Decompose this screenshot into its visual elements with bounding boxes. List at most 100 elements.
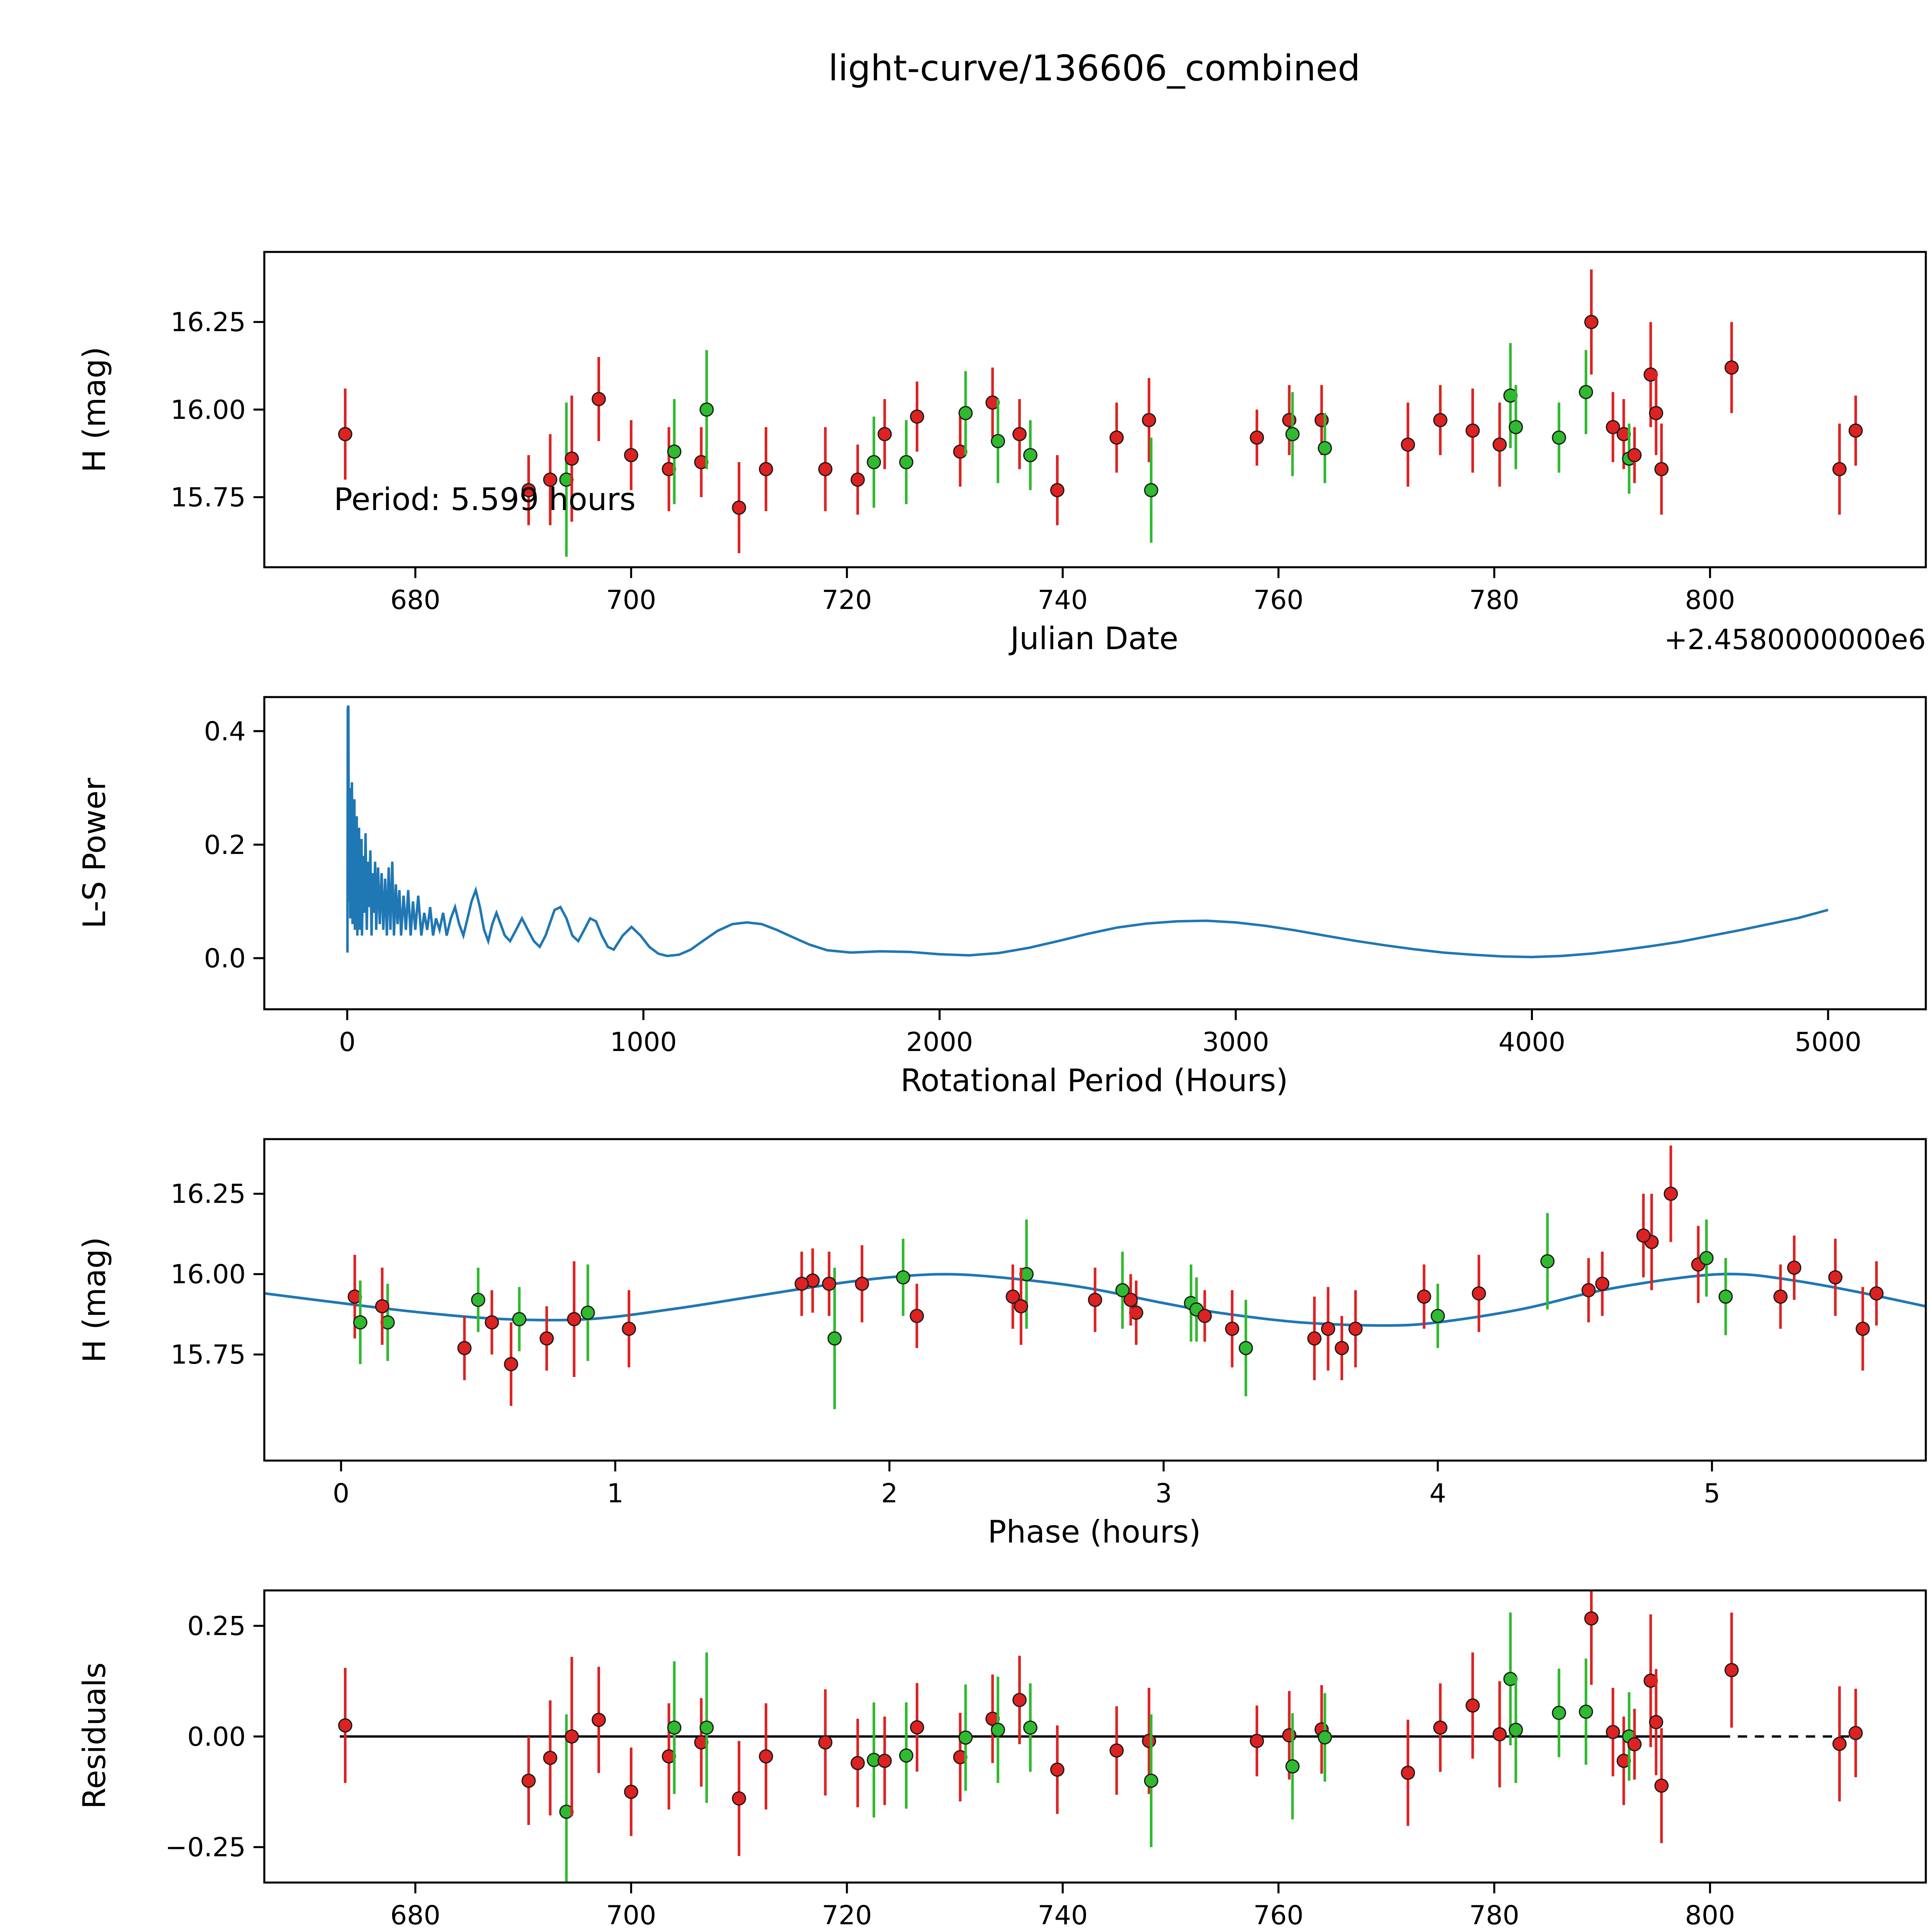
data-point-red [485, 1315, 499, 1330]
data-point-red [1773, 1289, 1788, 1304]
data-point-red [732, 500, 746, 515]
data-point-green [1509, 420, 1523, 434]
x-tick-label: 800 [1685, 1900, 1735, 1931]
data-point-green [471, 1293, 485, 1307]
data-point-green [1540, 1254, 1555, 1269]
y-tick-label: 0.00 [187, 1722, 246, 1752]
data-point-red [818, 1735, 833, 1750]
data-point-red [794, 1276, 809, 1291]
data-point-green [699, 402, 714, 417]
data-point-red [1321, 1321, 1335, 1336]
data-point-red [1654, 1778, 1669, 1793]
y-tick-label: 16.25 [170, 1179, 246, 1209]
data-point-green [1718, 1289, 1733, 1304]
data-point-red [1636, 1228, 1651, 1243]
y-tick-label: −0.25 [165, 1832, 246, 1863]
data-point-red [878, 427, 892, 441]
x-tick-label: 680 [390, 585, 440, 616]
phased-curve-panel: 0 1 2 3 4 5 16.25 16.00 15.75 [170, 1138, 1927, 1509]
data-point-red [1401, 1765, 1415, 1780]
plot-area [338, 269, 1863, 557]
data-point-red [818, 462, 833, 476]
x-tick-label: 800 [1685, 585, 1735, 616]
x-tick-label: 740 [1037, 1900, 1088, 1931]
data-point-green [991, 434, 1005, 448]
y-tick-label: 15.75 [170, 482, 246, 513]
data-point-red [1849, 1726, 1863, 1740]
x-tick-label: 2 [881, 1478, 898, 1509]
data-point-red [1433, 1720, 1447, 1735]
y-tick-label: 15.75 [170, 1340, 246, 1370]
sinusoid-fit-curve [264, 1272, 1926, 1327]
axes-frame [263, 696, 1927, 1010]
data-point-red [1725, 360, 1739, 375]
panel2-y-axis-label: H (mag) [77, 1237, 112, 1363]
data-point-green [1552, 1706, 1566, 1720]
x-tick-label: 5 [1704, 1478, 1720, 1509]
data-point-green [1430, 1309, 1445, 1323]
data-point-red [592, 392, 606, 406]
data-point-green [1115, 1283, 1130, 1298]
data-point-red [1348, 1321, 1363, 1336]
panel3-y-axis-label: Residuals [77, 1662, 112, 1809]
data-point-red [1787, 1260, 1801, 1275]
data-point-green [1144, 483, 1158, 497]
panel1-y-axis-label: L-S Power [77, 778, 112, 929]
data-point-green [1552, 430, 1566, 445]
data-point-red [1492, 1727, 1507, 1742]
data-point-green [1579, 1704, 1593, 1719]
data-point-red [1584, 315, 1599, 329]
y-tick-label: 16.00 [170, 395, 246, 425]
panel0-x-offset-label: +2.4580000000e6 [1664, 623, 1926, 656]
data-point-green [958, 1730, 973, 1745]
data-point-red [910, 409, 924, 424]
x-tick-label: 760 [1253, 1900, 1304, 1931]
data-point-red [1012, 427, 1027, 441]
data-point-green [580, 1305, 595, 1320]
data-point-red [1123, 1293, 1138, 1307]
y-tick-label: 0.2 [204, 830, 246, 861]
panel1-x-axis-label: Rotational Period (Hours) [901, 1063, 1288, 1099]
data-point-red [1050, 483, 1065, 497]
data-point-red [1250, 1734, 1264, 1748]
data-point-red [1627, 1737, 1642, 1752]
x-tick-label: 720 [822, 585, 872, 616]
data-point-red [338, 1718, 352, 1733]
data-point-red [910, 1720, 924, 1735]
x-tick-label: 680 [390, 1900, 440, 1931]
data-point-red [592, 1713, 606, 1727]
data-point-red [1471, 1286, 1486, 1301]
data-point-red [759, 462, 773, 476]
data-point-red [1014, 1299, 1028, 1314]
data-point-red [1828, 1270, 1843, 1285]
y-tick-label: 16.25 [170, 307, 246, 338]
data-point-red [624, 448, 638, 463]
data-point-red [850, 1756, 865, 1770]
data-point-green [1238, 1341, 1253, 1355]
x-tick-label: 1 [607, 1478, 624, 1509]
data-point-red [1142, 413, 1156, 427]
data-point-green [991, 1723, 1005, 1737]
axes-frame [263, 1138, 1927, 1462]
data-point-red [759, 1749, 773, 1764]
data-point-red [1649, 1715, 1663, 1730]
panel0-y-axis-label: H (mag) [77, 347, 112, 473]
data-point-red [565, 451, 579, 466]
data-point-red [1869, 1286, 1884, 1301]
data-point-red [1649, 406, 1663, 420]
plot-area [264, 1145, 1926, 1409]
data-point-red [1832, 1736, 1847, 1751]
data-point-red [375, 1299, 389, 1314]
x-tick-label: 0 [339, 1027, 355, 1058]
data-point-red [1627, 448, 1642, 463]
data-point-green [1318, 441, 1332, 456]
axes-frame [263, 251, 1927, 568]
data-point-red [1492, 437, 1507, 452]
y-tick-label: 0.25 [187, 1611, 246, 1641]
data-point-red [732, 1791, 746, 1806]
data-point-green [899, 1748, 913, 1763]
data-point-red [1855, 1321, 1870, 1336]
periodogram-panel: 0 1000 2000 3000 4000 5000 0.0 0.2 0.4 [204, 696, 1927, 1058]
data-point-red [1832, 462, 1847, 476]
data-point-red [1142, 1734, 1156, 1748]
